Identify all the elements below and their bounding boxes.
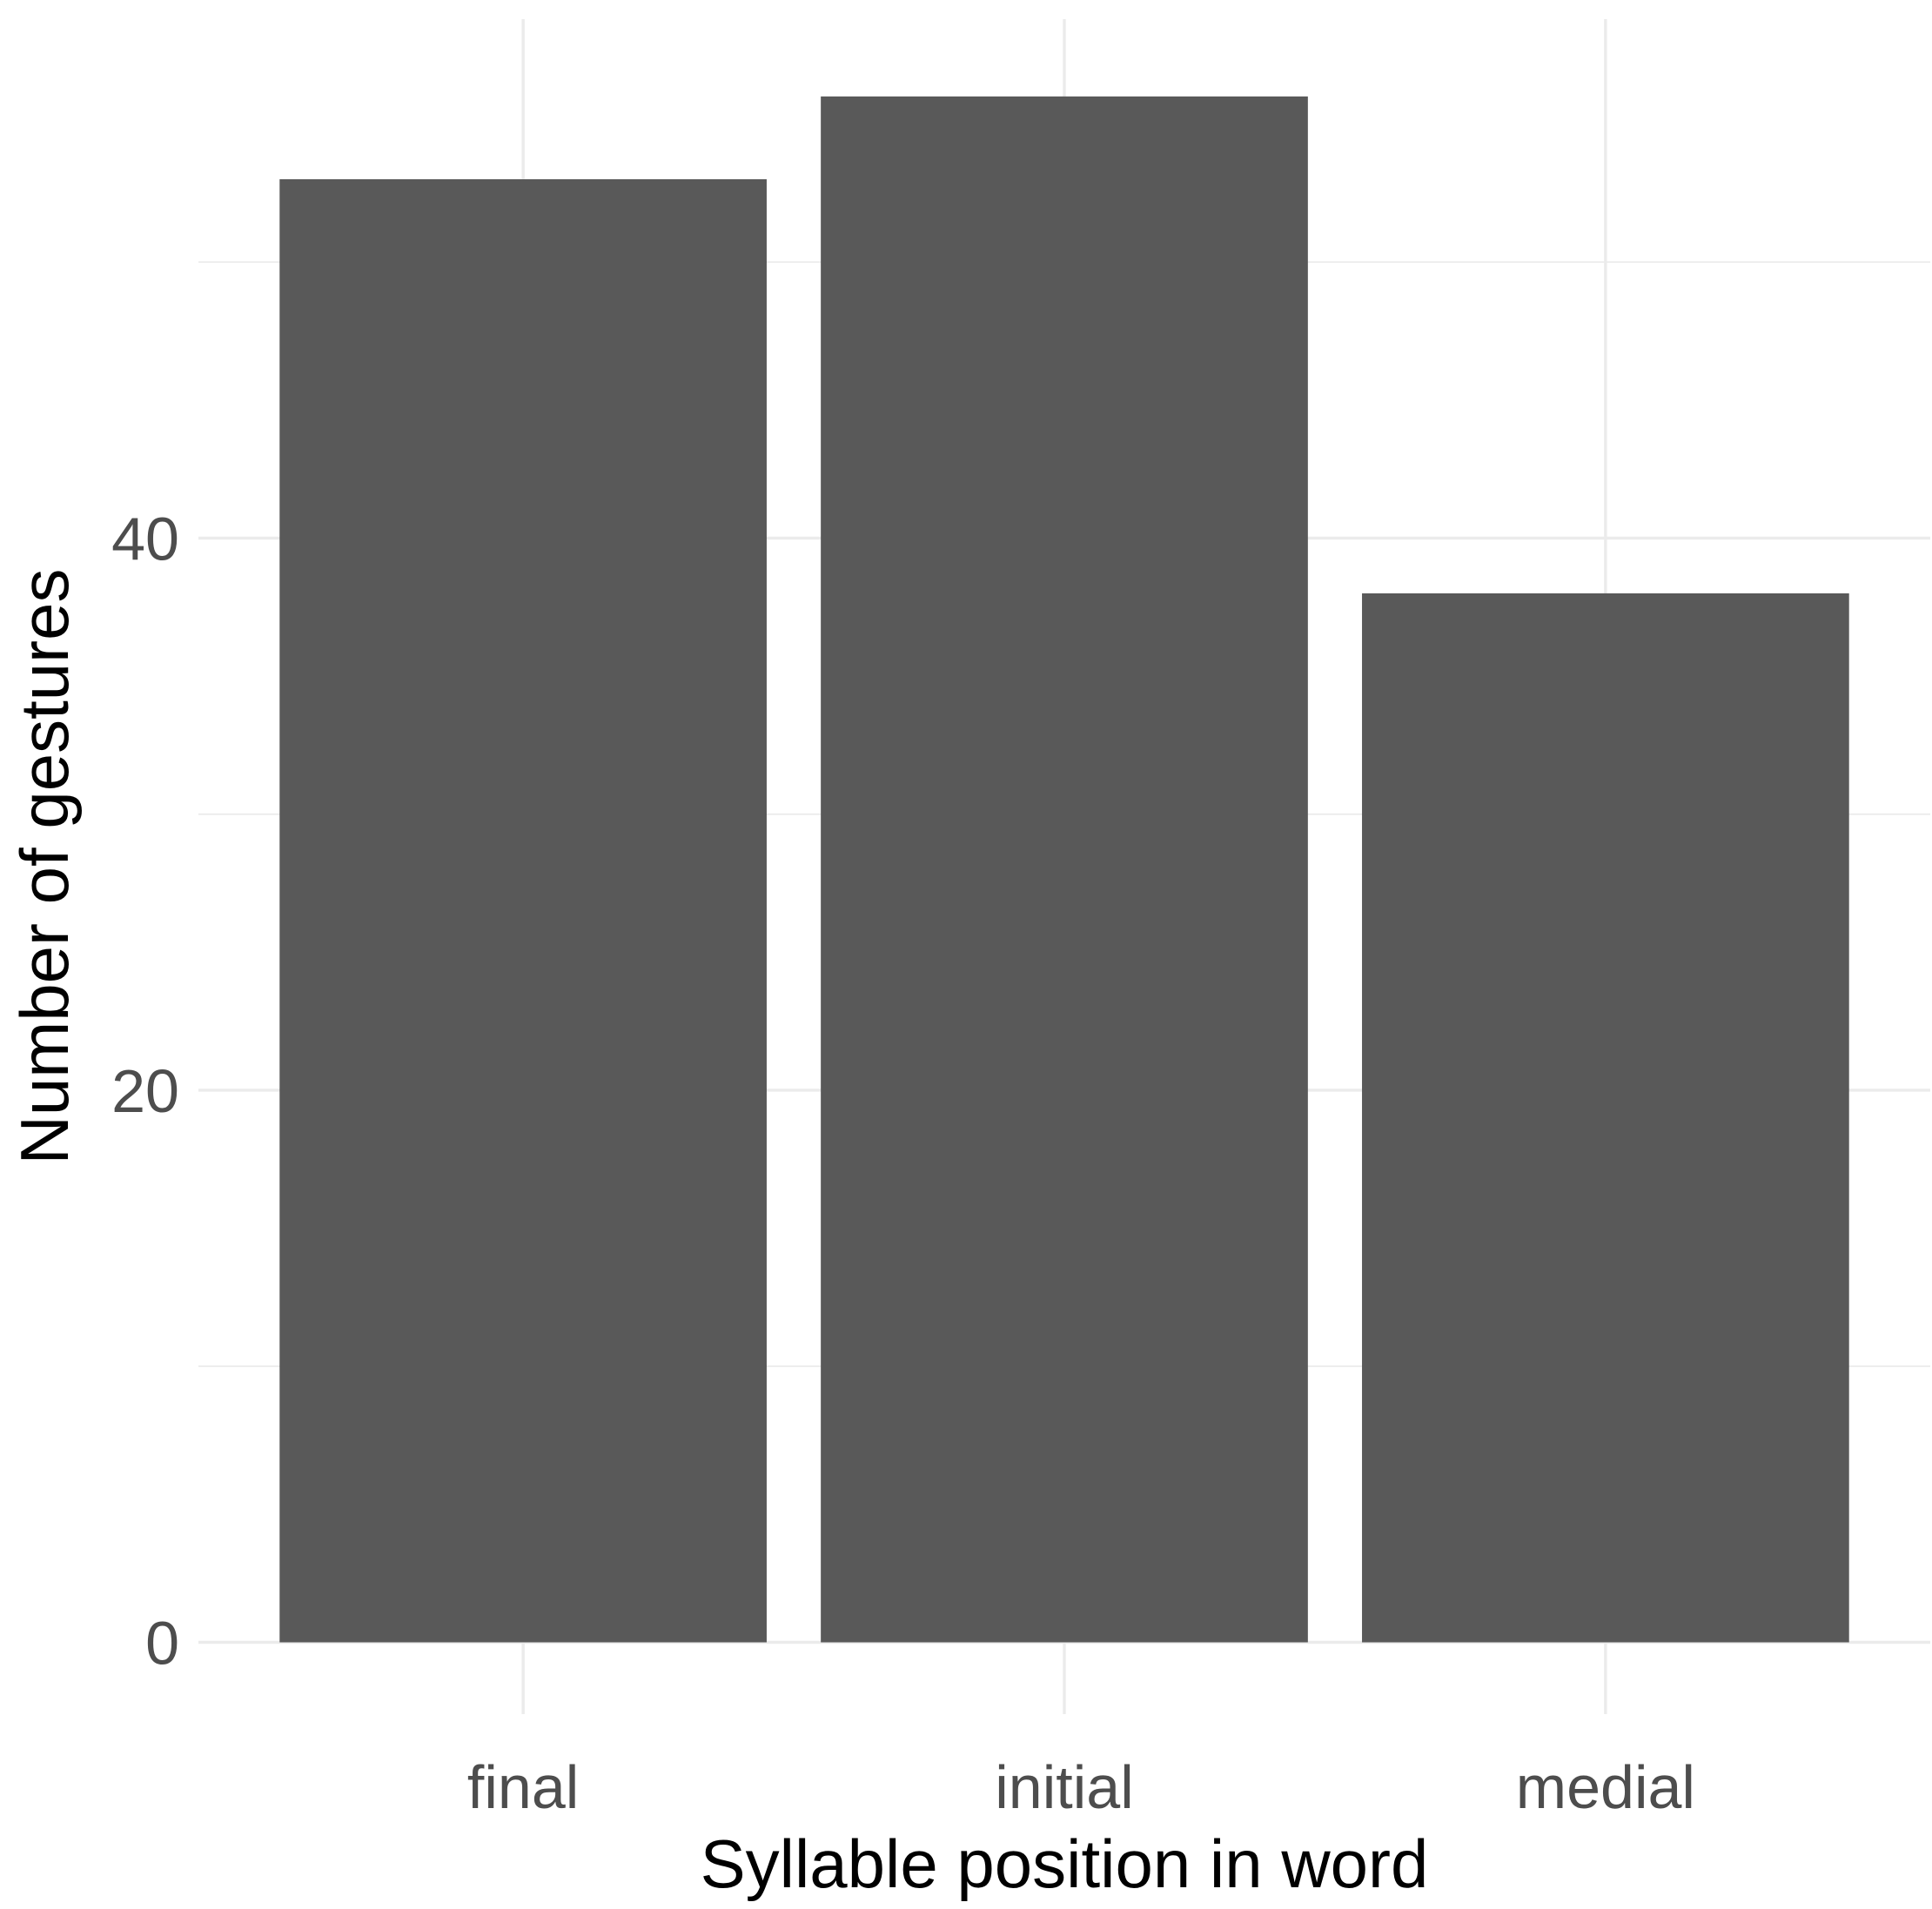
bar-final bbox=[279, 179, 767, 1643]
bars bbox=[279, 96, 1849, 1643]
x-tick-label: final bbox=[467, 1753, 579, 1821]
y-tick-label: 20 bbox=[111, 1057, 179, 1125]
bar-medial bbox=[1362, 593, 1849, 1643]
x-tick-label: initial bbox=[995, 1753, 1134, 1821]
y-tick-label: 0 bbox=[145, 1610, 179, 1678]
y-axis-title: Number of gestures bbox=[6, 569, 83, 1165]
x-axis-ticks: final initial medial bbox=[467, 1753, 1695, 1821]
x-tick-label: medial bbox=[1516, 1753, 1695, 1821]
x-axis-title: Syllable position in word bbox=[701, 1825, 1429, 1902]
bar-initial bbox=[821, 96, 1308, 1643]
y-tick-label: 40 bbox=[111, 505, 179, 573]
y-axis-ticks: 0 20 40 bbox=[111, 505, 179, 1677]
